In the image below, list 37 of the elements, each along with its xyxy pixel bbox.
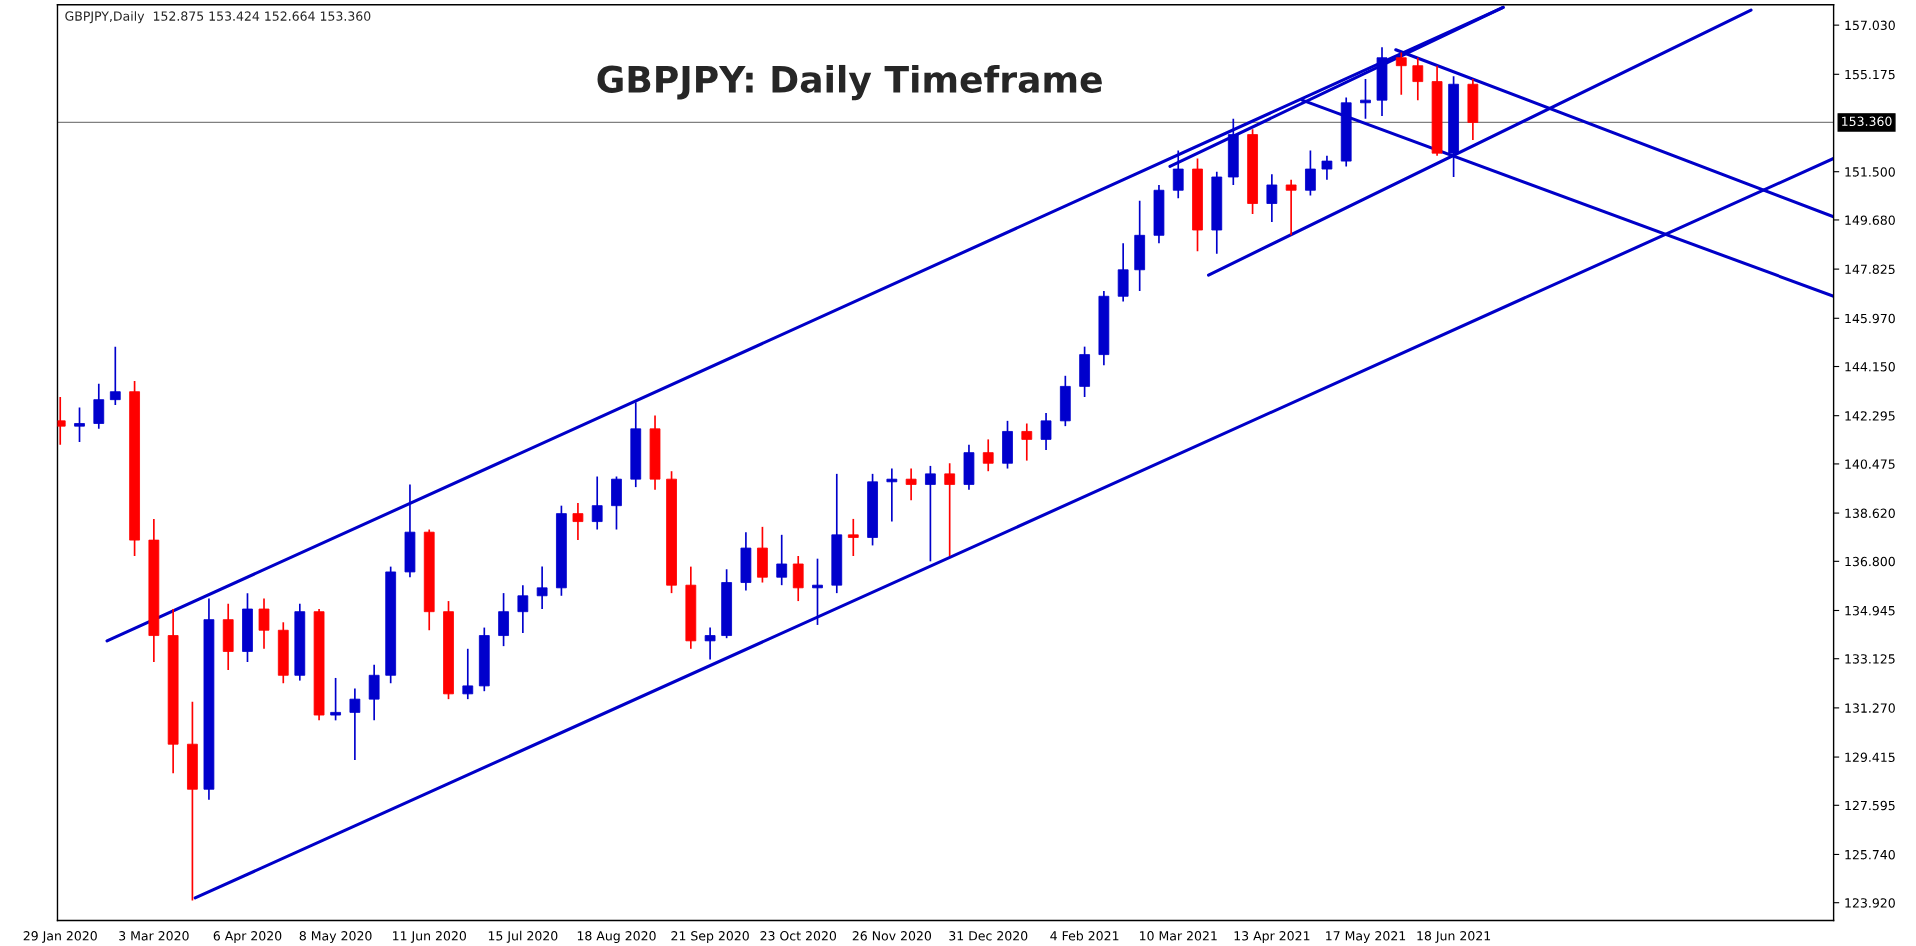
x-tick-label: 6 Apr 2020: [213, 931, 282, 943]
y-tick-label: 131.270: [1845, 703, 1895, 713]
x-tick-label: 4 Feb 2021: [1050, 930, 1119, 941]
y-tick-label: 151.500: [1845, 167, 1895, 177]
y-tick-label: 155.175: [1845, 69, 1895, 80]
ref-line-label: 153.360: [1842, 116, 1892, 127]
x-tick-label: 23 Oct 2020: [760, 931, 837, 941]
y-tick-label: 129.415: [1845, 752, 1895, 762]
x-tick-label: 10 Mar 2021: [1139, 931, 1217, 941]
y-tick-label: 134.945: [1845, 605, 1895, 616]
y-tick-label: 127.595: [1845, 800, 1895, 811]
y-tick-label: 123.920: [1845, 898, 1895, 908]
y-tick-label: 149.680: [1845, 215, 1895, 225]
y-tick-label: 138.620: [1845, 508, 1895, 519]
x-tick-label: 13 Apr 2021: [1234, 931, 1310, 943]
annotation: GBPJPY,Daily 152.875 153.424 152.664 153.360: [65, 11, 371, 24]
x-tick-label: 18 Jun 2021: [1417, 931, 1491, 943]
y-tick-label: 133.125: [1845, 654, 1895, 664]
x-tick-label: 15 Jul 2020: [488, 930, 558, 943]
y-tick-label: 125.740: [1845, 849, 1895, 860]
y-tick-label: 136.800: [1845, 556, 1895, 567]
x-tick-label: 31 Dec 2020: [949, 931, 1028, 941]
y-tick-label: 140.475: [1845, 459, 1895, 469]
x-tick-label: 11 Jun 2020: [393, 931, 466, 943]
y-tick-label: 157.030: [1845, 20, 1895, 31]
y-tick-label: 142.295: [1845, 411, 1895, 421]
y-tick-label: 145.970: [1845, 313, 1895, 324]
y-tick-label: 144.150: [1845, 361, 1895, 372]
x-tick-label: 3 Mar 2020: [119, 931, 189, 941]
y-tick-label: 147.825: [1845, 264, 1895, 275]
x-tick-label: 21 Sep 2020: [671, 931, 749, 943]
x-tick-label: 8 May 2020: [299, 931, 372, 943]
text: GBPJPY: Daily Timeframe: [597, 64, 1102, 101]
x-tick-label: 26 Nov 2020: [852, 931, 932, 941]
x-tick-label: 17 May 2021: [1326, 931, 1406, 943]
x-tick-label: 18 Aug 2020: [577, 931, 656, 943]
x-tick-label: 29 Jan 2020: [23, 931, 97, 943]
